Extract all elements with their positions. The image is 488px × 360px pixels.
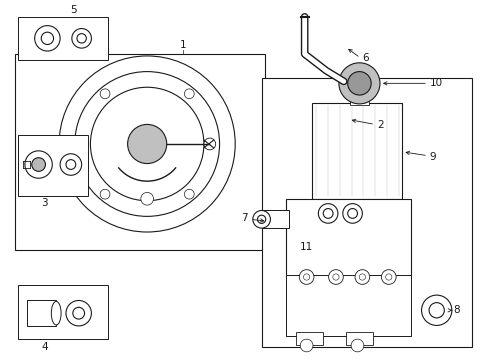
Text: 7: 7 <box>241 213 247 223</box>
Text: 4: 4 <box>41 342 48 352</box>
Bar <box>312 103 402 199</box>
Circle shape <box>59 56 235 232</box>
Circle shape <box>90 87 203 201</box>
Circle shape <box>66 159 76 170</box>
Circle shape <box>347 72 370 95</box>
Bar <box>18 17 108 60</box>
Circle shape <box>141 192 153 205</box>
Circle shape <box>41 32 54 45</box>
Circle shape <box>300 104 305 109</box>
Bar <box>349 91 368 105</box>
Ellipse shape <box>307 109 336 129</box>
Text: 3: 3 <box>41 198 48 208</box>
Circle shape <box>72 28 91 48</box>
Circle shape <box>421 295 451 325</box>
Circle shape <box>359 274 365 280</box>
Circle shape <box>328 270 343 284</box>
Circle shape <box>300 129 305 134</box>
Bar <box>345 332 372 346</box>
Circle shape <box>332 274 338 280</box>
Bar <box>261 211 288 228</box>
Circle shape <box>300 339 312 352</box>
Circle shape <box>299 270 313 284</box>
Ellipse shape <box>51 301 61 325</box>
Circle shape <box>318 204 337 223</box>
Circle shape <box>60 154 81 175</box>
Text: 10: 10 <box>429 78 442 88</box>
Circle shape <box>252 211 270 228</box>
Circle shape <box>100 89 110 99</box>
Circle shape <box>323 208 332 218</box>
Text: 1: 1 <box>180 40 186 50</box>
Text: 2: 2 <box>376 120 383 130</box>
Circle shape <box>77 33 86 43</box>
Circle shape <box>381 270 395 284</box>
Circle shape <box>184 189 194 199</box>
Bar <box>285 275 410 336</box>
Bar <box>15 54 264 249</box>
Circle shape <box>303 274 309 280</box>
Circle shape <box>66 301 91 326</box>
Circle shape <box>127 125 166 163</box>
Circle shape <box>385 274 391 280</box>
Circle shape <box>257 215 265 224</box>
Bar <box>261 78 471 347</box>
Circle shape <box>338 63 379 104</box>
Circle shape <box>350 339 363 352</box>
Circle shape <box>32 158 45 171</box>
Bar <box>27 301 56 326</box>
Circle shape <box>184 89 194 99</box>
Bar <box>18 135 88 196</box>
Circle shape <box>339 104 344 109</box>
Circle shape <box>203 138 215 150</box>
Circle shape <box>35 26 60 51</box>
Circle shape <box>428 303 444 318</box>
Text: 8: 8 <box>452 305 459 315</box>
Circle shape <box>347 208 357 218</box>
Circle shape <box>25 151 52 178</box>
FancyBboxPatch shape <box>294 99 349 140</box>
Text: 11: 11 <box>299 242 313 252</box>
Circle shape <box>100 189 110 199</box>
Bar <box>18 285 108 339</box>
Text: 9: 9 <box>429 152 436 162</box>
Circle shape <box>75 72 219 216</box>
Bar <box>285 199 410 277</box>
Circle shape <box>73 307 84 319</box>
Circle shape <box>354 270 369 284</box>
Bar <box>295 332 323 346</box>
Circle shape <box>339 129 344 134</box>
Text: 5: 5 <box>70 5 77 15</box>
Text: 6: 6 <box>362 53 368 63</box>
Circle shape <box>342 204 362 223</box>
